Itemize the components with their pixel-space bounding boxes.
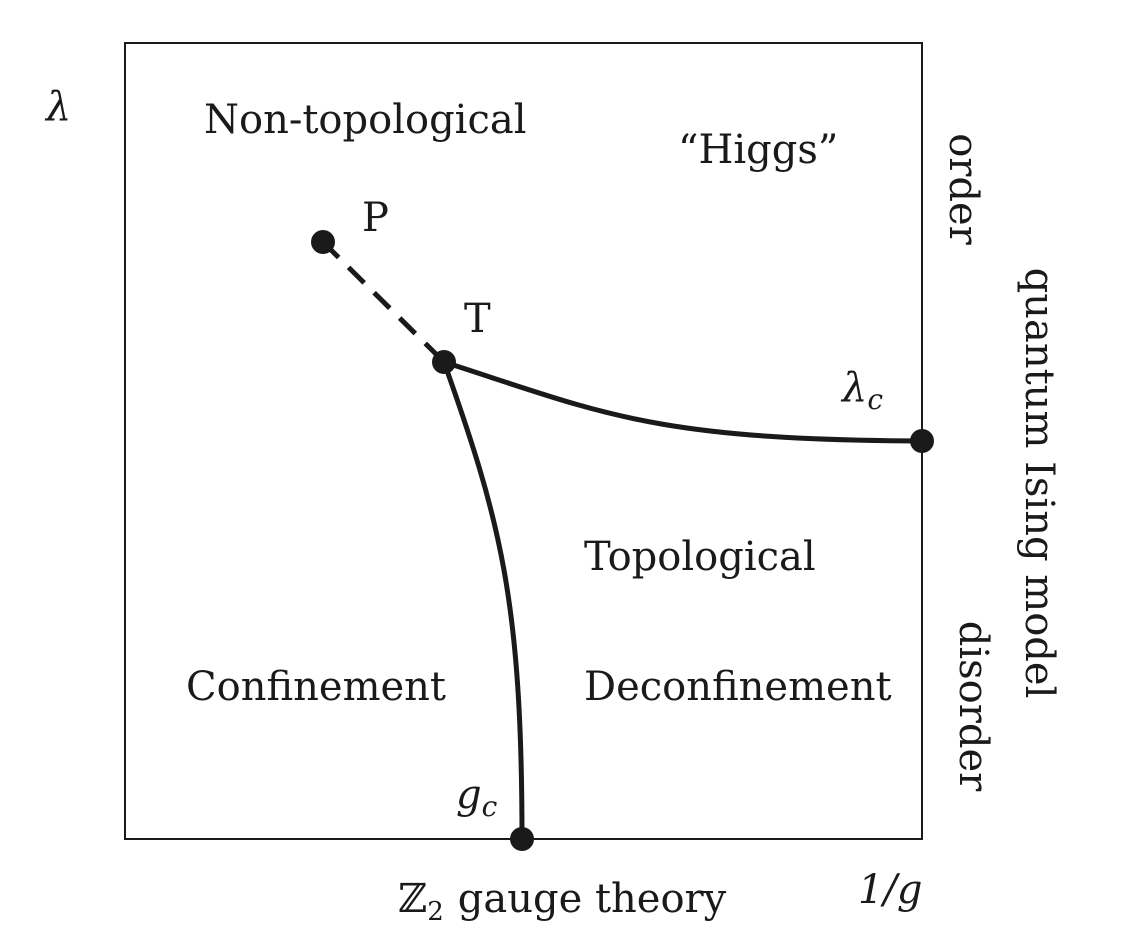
region-confinement: Confinement <box>186 664 446 710</box>
lambda-c-main: λ <box>840 365 867 411</box>
point-p-marker <box>311 230 335 254</box>
right-label-order: order <box>940 133 986 245</box>
region-non-topological: Non-topological <box>204 97 527 143</box>
z-symbol: ℤ <box>398 876 427 922</box>
z-subscript: 2 <box>427 897 444 927</box>
dashed-line-p-t <box>321 240 446 364</box>
point-t-marker <box>432 350 456 374</box>
x-axis-label: 1/g <box>858 867 923 913</box>
transition-line-t-g-c <box>441 361 525 840</box>
point-p-label: P <box>362 195 389 241</box>
point-g-c-label: gc <box>456 772 498 823</box>
right-label-disorder: disorder <box>950 621 996 792</box>
g-c-main: g <box>456 772 482 818</box>
lambda-c-sub: c <box>867 383 883 416</box>
g-c-sub: c <box>482 790 498 823</box>
bottom-axis-label: ℤ2 gauge theory <box>398 876 727 927</box>
point-lambda-c-marker <box>910 429 934 453</box>
point-lambda-c-label: λc <box>840 365 883 416</box>
gauge-theory-text: gauge theory <box>458 876 727 922</box>
point-g-c-marker <box>510 827 534 851</box>
region-deconfinement: Deconfinement <box>584 664 892 710</box>
point-t-label: T <box>464 296 491 342</box>
region-higgs: “Higgs” <box>678 127 838 173</box>
y-axis-label: λ <box>44 84 71 130</box>
transition-line-t-lambda-c <box>443 359 923 444</box>
region-topological: Topological <box>584 534 816 580</box>
right-label-quantum-ising: quantum Ising model <box>1016 268 1062 699</box>
